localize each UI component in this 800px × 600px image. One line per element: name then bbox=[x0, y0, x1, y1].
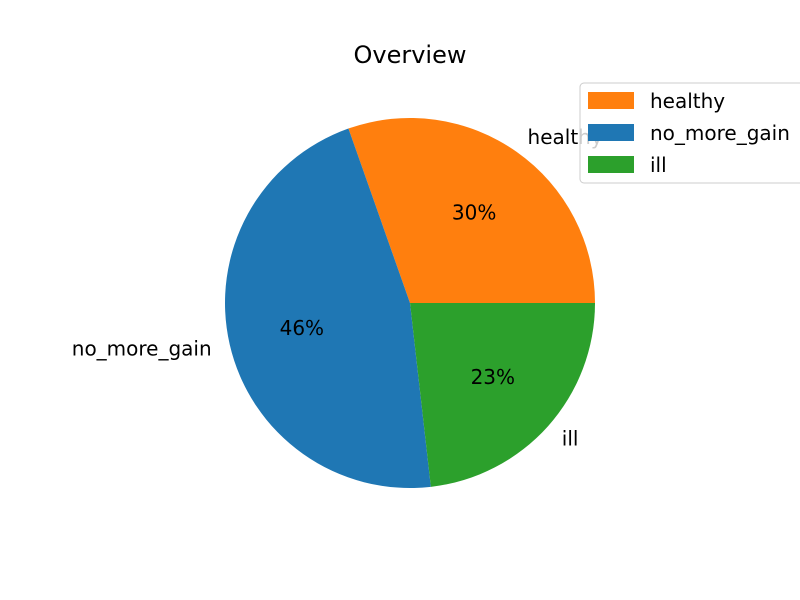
legend-label-ill: ill bbox=[650, 153, 667, 177]
pie-slice-no-more-gain bbox=[224, 128, 431, 488]
legend-label-healthy: healthy bbox=[650, 89, 725, 113]
pie-slice-ill bbox=[410, 303, 595, 487]
pie-percent-labels: 30% 46% 23% bbox=[280, 200, 515, 389]
legend-frame bbox=[579, 82, 800, 184]
slice-label-ill: ill bbox=[562, 427, 579, 451]
legend-swatch-no-more-gain bbox=[588, 124, 634, 141]
slice-percent-ill: 23% bbox=[471, 365, 515, 389]
chart-title: Overview bbox=[354, 41, 467, 69]
legend-label-no-more-gain: no_more_gain bbox=[650, 121, 790, 145]
pie-slices bbox=[224, 118, 595, 488]
slice-label-no-more-gain: no_more_gain bbox=[72, 337, 212, 361]
legend-swatch-healthy bbox=[588, 92, 634, 109]
slice-percent-healthy: 30% bbox=[452, 200, 496, 224]
legend-swatch-ill bbox=[588, 156, 634, 173]
pie-slice-healthy bbox=[348, 118, 595, 304]
slice-percent-no-more-gain: 46% bbox=[280, 316, 324, 340]
